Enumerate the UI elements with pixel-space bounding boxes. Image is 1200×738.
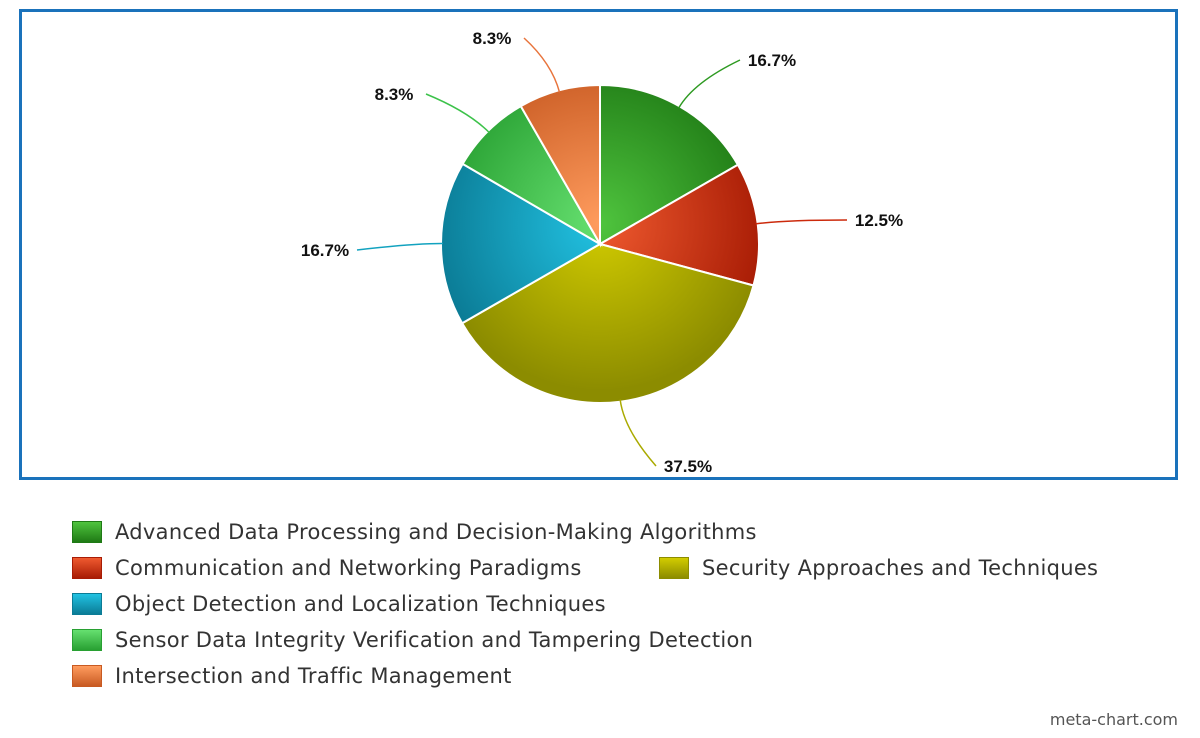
legend: Advanced Data Processing and Decision-Ma…: [72, 517, 1172, 697]
leader-line: [679, 60, 740, 108]
pie-slice-label: 8.3%: [473, 29, 512, 48]
leader-line: [756, 220, 847, 224]
legend-swatch: [72, 665, 102, 687]
legend-item: Advanced Data Processing and Decision-Ma…: [72, 519, 757, 545]
legend-item: Communication and Networking Paradigms: [72, 555, 582, 581]
leader-line: [426, 94, 489, 133]
legend-label: Communication and Networking Paradigms: [115, 556, 582, 580]
leader-line: [620, 400, 656, 466]
legend-label: Object Detection and Localization Techni…: [115, 592, 606, 616]
pie-slice-label: 16.7%: [748, 51, 796, 70]
pie-slice-label: 37.5%: [664, 457, 712, 476]
legend-item: Sensor Data Integrity Verification and T…: [72, 627, 753, 653]
legend-swatch: [72, 593, 102, 615]
pie-slice-label: 8.3%: [375, 85, 414, 104]
legend-item: Security Approaches and Techniques: [659, 555, 1098, 581]
legend-item: Intersection and Traffic Management: [72, 663, 512, 689]
legend-label: Sensor Data Integrity Verification and T…: [115, 628, 753, 652]
pie-slice-label: 12.5%: [855, 211, 903, 230]
legend-label: Security Approaches and Techniques: [702, 556, 1098, 580]
legend-label: Advanced Data Processing and Decision-Ma…: [115, 520, 757, 544]
leader-line: [357, 244, 443, 250]
legend-swatch: [72, 557, 102, 579]
pie-chart: 16.7% 12.5% 37.5% 16.7% 8.3% 8.3%: [22, 12, 1175, 477]
leader-line: [524, 38, 560, 92]
watermark: meta-chart.com: [1050, 710, 1178, 729]
legend-swatch: [659, 557, 689, 579]
legend-label: Intersection and Traffic Management: [115, 664, 512, 688]
pie-slice-label: 16.7%: [301, 241, 349, 260]
legend-swatch: [72, 521, 102, 543]
chart-frame: 16.7% 12.5% 37.5% 16.7% 8.3% 8.3%: [19, 9, 1178, 480]
legend-swatch: [72, 629, 102, 651]
legend-item: Object Detection and Localization Techni…: [72, 591, 606, 617]
